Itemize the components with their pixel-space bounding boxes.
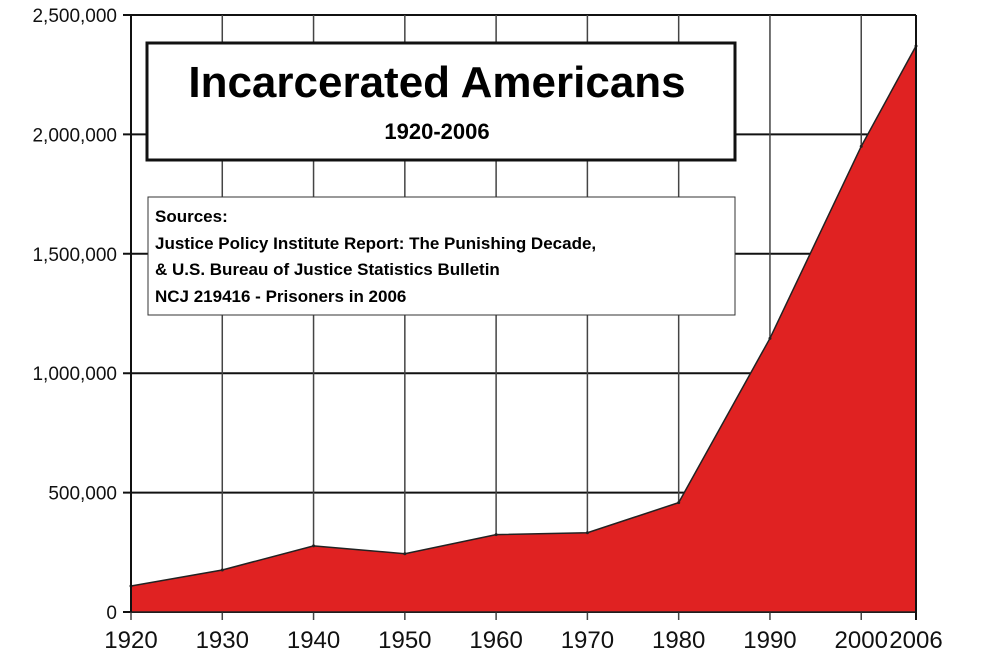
x-tick-label: 1920 xyxy=(104,627,157,654)
x-tick-label: 1940 xyxy=(287,627,340,654)
data-point-1980 xyxy=(677,501,681,505)
y-tick-label: 1,000,000 xyxy=(32,364,117,385)
sources-line-2: & U.S. Bureau of Justice Statistics Bull… xyxy=(155,260,500,279)
axes: 0 500,000 1,000,000 1,500,000 2,000,000 2,500… xyxy=(32,6,942,654)
chart-subtitle: 1920-2006 xyxy=(384,119,489,144)
x-tick-label: 2000 xyxy=(835,627,888,654)
data-point-1930 xyxy=(220,568,224,572)
x-tick-label: 1990 xyxy=(743,627,796,654)
chart-title: Incarcerated Americans xyxy=(188,58,685,107)
y-tick-label: 0 xyxy=(106,603,117,624)
data-point-1970 xyxy=(585,531,589,535)
sources-line-1: Justice Policy Institute Report: The Pun… xyxy=(155,234,596,253)
data-point-1940 xyxy=(312,544,316,548)
sources-box: Sources: Justice Policy Institute Report… xyxy=(147,196,736,316)
y-tick-label: 500,000 xyxy=(48,484,117,505)
y-tick-label: 2,000,000 xyxy=(32,125,117,146)
x-tick-label: 1970 xyxy=(561,627,614,654)
x-tick-label: 1950 xyxy=(378,627,431,654)
y-tick-label: 2,500,000 xyxy=(32,6,117,27)
y-tick-label: 1,500,000 xyxy=(32,245,117,266)
sources-heading: Sources: xyxy=(155,207,228,226)
data-point-2000 xyxy=(859,144,863,148)
x-tick-label: 2006 xyxy=(889,627,942,654)
data-point-1990 xyxy=(768,336,772,340)
x-tick-label: 1960 xyxy=(469,627,522,654)
x-tick-label: 1980 xyxy=(652,627,705,654)
data-point-1960 xyxy=(494,533,498,537)
sources-line-3: NCJ 219416 - Prisoners in 2006 xyxy=(155,287,406,306)
x-tick-label: 1930 xyxy=(196,627,249,654)
title-box: Incarcerated Americans 1920-2006 xyxy=(145,41,737,162)
data-point-1950 xyxy=(403,552,407,556)
